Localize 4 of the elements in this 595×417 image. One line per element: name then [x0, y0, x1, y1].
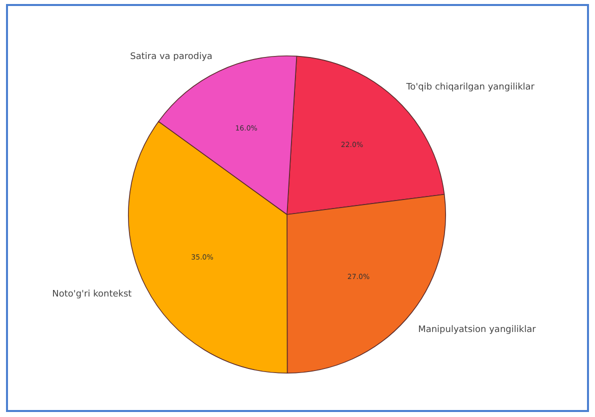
- slice-label: To'qib chiqarilgan yangiliklar: [405, 82, 535, 92]
- slice-label: Satira va parodiya: [130, 52, 212, 62]
- slice-label: Noto'g'ri kontekst: [52, 289, 132, 300]
- slice-label: Manipulyatsion yangiliklar: [418, 324, 536, 335]
